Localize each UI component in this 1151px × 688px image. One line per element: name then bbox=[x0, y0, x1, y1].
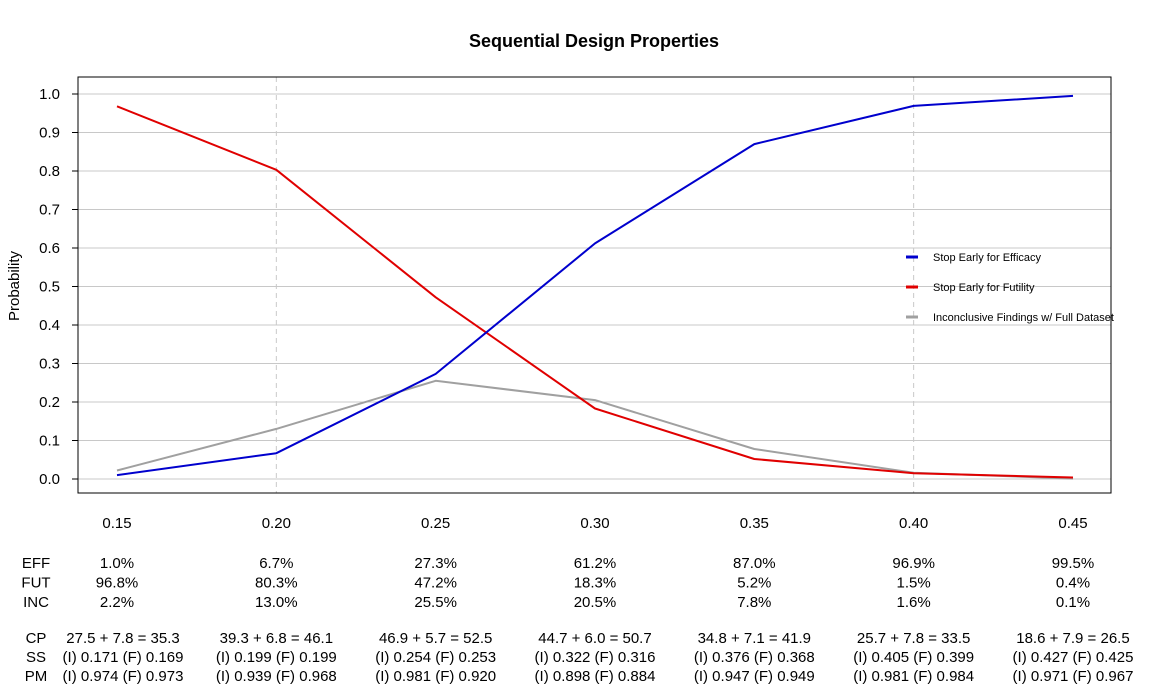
legend-label: Inconclusive Findings w/ Full Dataset bbox=[933, 312, 1114, 324]
series-line-inconclusive bbox=[116, 379, 1074, 480]
table-cell: 27.5 + 7.8 = 35.3 bbox=[66, 630, 179, 647]
y-tick-label: 0.2 bbox=[39, 394, 60, 411]
table-cell: 80.3% bbox=[255, 575, 298, 592]
y-axis: 0.0 0.1 0.2 0.3 0.4 0.5 0.6 0.7 0.8 0.9 1.0 bbox=[39, 86, 78, 488]
table-cell: 39.3 + 6.8 = 46.1 bbox=[220, 630, 333, 647]
x-tick-label: 0.40 bbox=[899, 515, 928, 532]
table-cell: 61.2% bbox=[574, 555, 617, 572]
y-tick-label: 0.9 bbox=[39, 125, 60, 142]
table-cell: 25.7 + 7.8 = 33.5 bbox=[857, 630, 970, 647]
table-row-label: INC bbox=[23, 594, 49, 611]
x-tick-label: 0.20 bbox=[262, 515, 291, 532]
y-tick-label: 0.6 bbox=[39, 240, 60, 257]
table-cell: 25.5% bbox=[414, 594, 457, 611]
series-line-efficacy bbox=[116, 94, 1074, 477]
grid-layer bbox=[78, 77, 1111, 493]
table-cell: (I) 0.974 (F) 0.973 bbox=[63, 668, 184, 685]
table-cell: 7.8% bbox=[737, 594, 771, 611]
table-cell: 46.9 + 5.7 = 52.5 bbox=[379, 630, 492, 647]
table-cell: 34.8 + 7.1 = 41.9 bbox=[698, 630, 811, 647]
table-cell: (I) 0.947 (F) 0.949 bbox=[694, 668, 815, 685]
table-cell: 96.9% bbox=[892, 555, 935, 572]
table-cell: (I) 0.254 (F) 0.253 bbox=[375, 649, 496, 666]
table-cell: 1.0% bbox=[100, 555, 134, 572]
table-cell: (I) 0.322 (F) 0.316 bbox=[535, 649, 656, 666]
y-tick-label: 0.3 bbox=[39, 356, 60, 373]
y-tick-label: 1.0 bbox=[39, 86, 60, 103]
y-axis-label: Probability bbox=[6, 250, 23, 321]
table-cell: 27.3% bbox=[414, 555, 457, 572]
x-tick-label: 0.15 bbox=[102, 515, 131, 532]
table-cell: 5.2% bbox=[737, 575, 771, 592]
table-cell: (I) 0.171 (F) 0.169 bbox=[63, 649, 184, 666]
table-cell: 99.5% bbox=[1052, 555, 1095, 572]
table-cell: (I) 0.939 (F) 0.968 bbox=[216, 668, 337, 685]
series-line-futility bbox=[116, 105, 1074, 479]
y-tick-label: 0.5 bbox=[39, 279, 60, 296]
legend-label: Stop Early for Efficacy bbox=[933, 252, 1042, 264]
table-cell: (I) 0.981 (F) 0.984 bbox=[853, 668, 974, 685]
table-row-label: SS bbox=[26, 649, 46, 666]
table-cell: (I) 0.405 (F) 0.399 bbox=[853, 649, 974, 666]
table-cell: 44.7 + 6.0 = 50.7 bbox=[538, 630, 651, 647]
x-tick-label: 0.35 bbox=[740, 515, 769, 532]
table-cell: 18.6 + 7.9 = 26.5 bbox=[1016, 630, 1129, 647]
x-tick-label: 0.25 bbox=[421, 515, 450, 532]
table-cell: 47.2% bbox=[414, 575, 457, 592]
table-cell: 13.0% bbox=[255, 594, 298, 611]
table-cell: (I) 0.427 (F) 0.425 bbox=[1013, 649, 1134, 666]
plot-frame bbox=[77, 76, 1112, 494]
y-tick-label: 0.4 bbox=[39, 317, 60, 334]
table-cell: (I) 0.971 (F) 0.967 bbox=[1013, 668, 1134, 685]
series-layer bbox=[116, 94, 1074, 480]
table-row-label: CP bbox=[26, 630, 47, 647]
table-cell: 18.3% bbox=[574, 575, 617, 592]
x-axis: 0.15 0.20 0.25 0.30 0.35 0.40 0.45 bbox=[102, 515, 1087, 532]
table-cell: 0.4% bbox=[1056, 575, 1090, 592]
y-tick-label: 0.1 bbox=[39, 433, 60, 450]
table-row-label: EFF bbox=[22, 555, 50, 572]
table-row-label: PM bbox=[25, 668, 48, 685]
table-row-label: FUT bbox=[21, 575, 50, 592]
table-cell: (I) 0.898 (F) 0.884 bbox=[535, 668, 656, 685]
y-tick-label: 0.7 bbox=[39, 202, 60, 219]
x-tick-label: 0.45 bbox=[1058, 515, 1087, 532]
summary-table: EFF 1.0% 6.7% 27.3% 61.2% 87.0% 96.9% 99.5% FUT 9… bbox=[21, 555, 1133, 685]
legend: Stop Early for Efficacy Stop Early for Fu… bbox=[906, 252, 1114, 324]
table-cell: 1.6% bbox=[897, 594, 931, 611]
table-cell: (I) 0.199 (F) 0.199 bbox=[216, 649, 337, 666]
legend-label: Stop Early for Futility bbox=[933, 282, 1035, 294]
x-tick-label: 0.30 bbox=[580, 515, 609, 532]
table-cell: 20.5% bbox=[574, 594, 617, 611]
table-cell: 6.7% bbox=[259, 555, 293, 572]
y-tick-label: 0.8 bbox=[39, 163, 60, 180]
table-cell: (I) 0.981 (F) 0.920 bbox=[375, 668, 496, 685]
table-cell: (I) 0.376 (F) 0.368 bbox=[694, 649, 815, 666]
table-cell: 87.0% bbox=[733, 555, 776, 572]
table-cell: 0.1% bbox=[1056, 594, 1090, 611]
table-cell: 96.8% bbox=[96, 575, 139, 592]
chart-title: Sequential Design Properties bbox=[469, 31, 719, 51]
table-cell: 1.5% bbox=[897, 575, 931, 592]
table-cell: 2.2% bbox=[100, 594, 134, 611]
y-tick-label: 0.0 bbox=[39, 471, 60, 488]
